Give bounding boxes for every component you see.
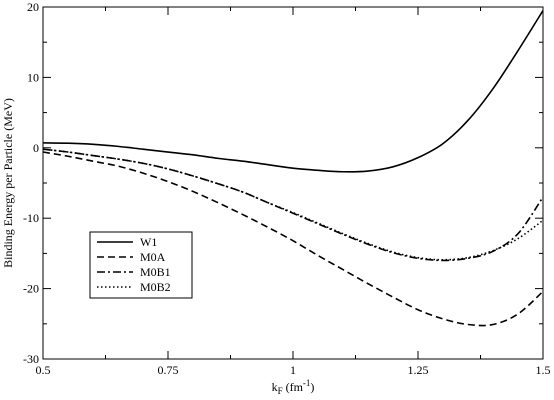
legend-label-m0b2: M0B2: [140, 280, 171, 294]
legend-label-m0a: M0A: [140, 250, 166, 264]
series-layer: [42, 10, 544, 327]
x-axis-title-unit-end: ): [310, 380, 314, 394]
y-tick-label: -20: [23, 282, 39, 296]
series-line-m0a: [42, 151, 544, 327]
x-tick-label: 0.75: [158, 363, 179, 377]
x-axis-title-unit-sup: -1: [303, 378, 311, 388]
y-tick-label: 0: [33, 141, 39, 155]
y-tick-label: 20: [27, 0, 39, 14]
axis-tick-labels: 0.5 0.75 1 1.25 1.5 -30 -20 -10 0 10 20: [23, 0, 551, 377]
series-line-m0b1: [42, 148, 544, 262]
plot-frame: [42, 6, 544, 360]
x-tick-label: 1.5: [536, 363, 551, 377]
y-tick-label: -10: [23, 211, 39, 225]
x-axis-title: kF (fm-1): [272, 378, 315, 396]
y-axis-title: Binding Energy per Particle (MeV): [1, 98, 15, 268]
x-tick-label: 0.5: [36, 363, 51, 377]
x-axis-title-unit: (fm: [283, 380, 304, 394]
legend-label-w1: W1: [140, 235, 157, 249]
series-line-w1: [42, 10, 544, 173]
x-tick-label: 1.25: [408, 363, 429, 377]
x-axis-title-sub: F: [278, 386, 283, 396]
y-tick-label: 10: [27, 70, 39, 84]
legend-label-m0b1: M0B1: [140, 265, 171, 279]
y-tick-label: -30: [23, 352, 39, 366]
axis-ticks: [42, 6, 544, 360]
x-tick-label: 1: [290, 363, 296, 377]
legend-box: [89, 231, 193, 299]
x-axis-title-main: k: [272, 380, 278, 394]
